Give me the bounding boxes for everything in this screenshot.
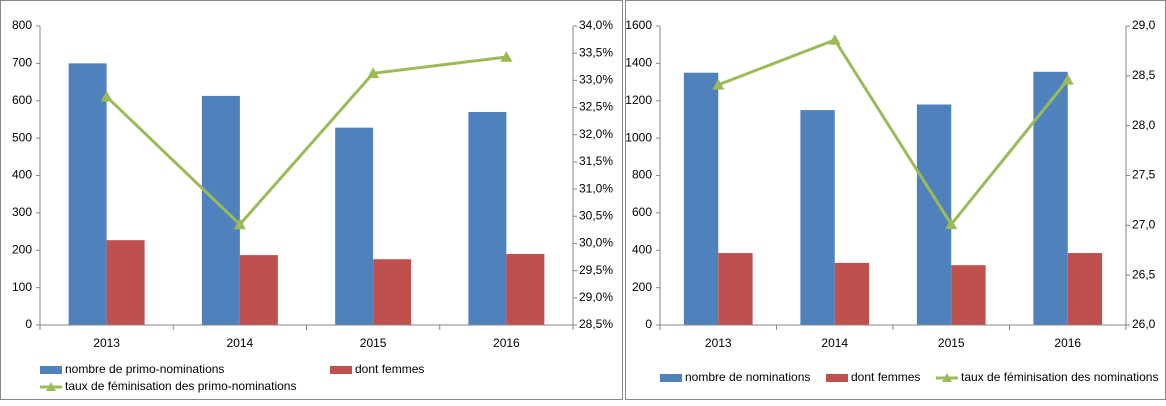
x-tick-label: 2015	[938, 336, 965, 350]
bar	[1033, 71, 1068, 325]
y-tick-label: 400	[12, 168, 32, 182]
bar	[68, 63, 107, 325]
legend-label: dont femmes	[851, 370, 920, 384]
x-tick-label: 2013	[93, 336, 120, 350]
bar	[239, 255, 278, 325]
marker	[500, 50, 513, 62]
bar	[683, 72, 719, 325]
y-tick-label: 1600	[625, 18, 652, 32]
legend-label: taux de féminisation des nominations	[961, 370, 1158, 384]
y2-tick-label: 29,0%	[579, 290, 613, 304]
legend-swatch	[46, 382, 56, 391]
y2-tick-label: 33,5%	[579, 45, 613, 59]
chart-frame	[0, 0, 623, 400]
y-tick-label: 600	[632, 205, 652, 219]
bar	[951, 265, 986, 325]
x-tick-label: 2016	[493, 336, 520, 350]
x-tick-label: 2014	[821, 336, 848, 350]
x-tick-label: 2014	[227, 336, 254, 350]
x-tick-label: 2013	[705, 336, 732, 350]
bar	[834, 262, 870, 325]
y-tick-label: 1000	[625, 130, 652, 144]
y2-tick-label: 33,0%	[579, 73, 613, 87]
bar	[800, 110, 835, 325]
y2-tick-label: 29,0	[1132, 18, 1156, 32]
y2-tick-label: 27,0	[1132, 218, 1156, 232]
y2-tick-label: 32,5%	[579, 100, 613, 114]
y2-tick-label: 34,0%	[579, 18, 613, 32]
y-tick-label: 800	[632, 168, 652, 182]
x-tick-label: 2016	[1054, 336, 1081, 350]
y-tick-label: 700	[12, 56, 32, 70]
y2-tick-label: 28,0	[1132, 118, 1156, 132]
y-tick-label: 1400	[625, 56, 652, 70]
marker	[712, 78, 725, 90]
legend-label: taux de féminisation des primo-nominatio…	[65, 379, 296, 393]
y2-tick-label: 28,5	[1132, 68, 1156, 82]
y2-tick-label: 30,0%	[579, 236, 613, 250]
legend-swatch	[826, 374, 848, 382]
legend-swatch	[330, 366, 352, 374]
y2-tick-label: 29,5%	[579, 263, 613, 277]
y-tick-label: 500	[12, 130, 32, 144]
y-tick-label: 200	[632, 280, 652, 294]
marker	[1061, 73, 1074, 85]
y-tick-label: 600	[12, 93, 32, 107]
y2-tick-label: 27,5	[1132, 168, 1156, 182]
marker	[945, 218, 958, 230]
bar	[106, 240, 145, 325]
bar	[373, 259, 412, 325]
y-tick-label: 800	[12, 18, 32, 32]
legend-swatch	[660, 374, 682, 382]
bar	[506, 253, 545, 325]
marker	[233, 218, 246, 230]
y-tick-label: 400	[632, 242, 652, 256]
legend-swatch	[40, 366, 62, 374]
y2-tick-label: 28,5%	[579, 317, 613, 331]
y-tick-label: 0	[645, 317, 652, 331]
y2-tick-label: 31,5%	[579, 154, 613, 168]
y2-tick-label: 31,0%	[579, 181, 613, 195]
y2-tick-label: 26,0	[1132, 317, 1156, 331]
y-tick-label: 300	[12, 205, 32, 219]
x-tick-label: 2015	[360, 336, 387, 350]
marker	[100, 90, 113, 102]
line	[105, 55, 507, 227]
y-tick-label: 1200	[625, 93, 652, 107]
marker	[367, 67, 380, 79]
bar	[718, 253, 753, 325]
legend-label: nombre de nominations	[685, 370, 810, 384]
y-tick-label: 200	[12, 242, 32, 256]
y-tick-label: 100	[12, 280, 32, 294]
bar	[1067, 253, 1103, 325]
marker	[828, 33, 841, 45]
legend-swatch	[942, 373, 952, 382]
bar	[468, 111, 507, 326]
y2-tick-label: 30,5%	[579, 208, 613, 222]
bar	[335, 127, 374, 325]
y-tick-label: 0	[25, 317, 32, 331]
legend-label: nombre de primo-nominations	[65, 362, 224, 376]
line	[717, 38, 1069, 227]
y2-tick-label: 26,5	[1132, 267, 1156, 281]
legend-label: dont femmes	[355, 362, 424, 376]
y2-tick-label: 32,0%	[579, 127, 613, 141]
bar	[201, 95, 240, 325]
